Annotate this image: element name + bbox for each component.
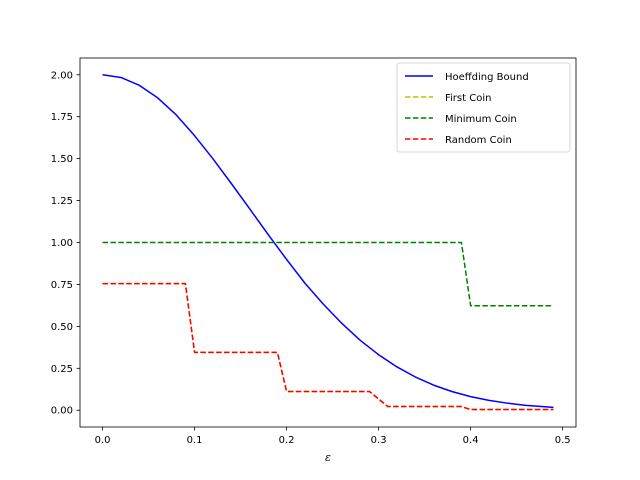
y-tick-label: 0.25: [51, 364, 73, 375]
legend-label: Minimum Coin: [445, 114, 517, 125]
x-tick-label: 0.2: [279, 435, 295, 446]
y-tick-label: 1.75: [51, 112, 73, 123]
x-tick-label: 0.4: [463, 435, 479, 446]
y-tick-label: 1.00: [51, 238, 73, 249]
x-axis-label: ε: [325, 451, 331, 464]
y-tick-label: 2.00: [51, 70, 73, 81]
x-axis: 0.0 0.1 0.2 0.3 0.4 0.5: [95, 427, 571, 446]
series-layer: [102, 74, 554, 411]
legend-box: [396, 62, 571, 153]
y-tick-label: 1.25: [51, 196, 73, 207]
x-tick-label: 0.5: [555, 435, 571, 446]
series-line-hoeffding-bound: [102, 74, 554, 409]
y-axis: 0.00 0.25 0.50 0.75 1.00 1.25 1.50 1.75 2.00: [51, 70, 80, 417]
legend-label: Hoeffding Bound: [445, 72, 529, 83]
x-tick-label: 0.0: [95, 435, 111, 446]
legend-label: Random Coin: [445, 135, 512, 146]
y-tick-label: 1.50: [51, 154, 73, 165]
y-tick-label: 0.00: [51, 406, 73, 417]
y-tick-label: 0.50: [51, 322, 73, 333]
y-tick-label: 0.75: [51, 280, 73, 291]
legend: Hoeffding Bound First Coin Minimum Coin Ran…: [396, 62, 571, 153]
series-line-minimum-coin: [102, 241, 554, 307]
series-line-first-coin: [102, 282, 554, 411]
x-tick-label: 0.3: [371, 435, 387, 446]
x-tick-label: 0.1: [187, 435, 203, 446]
series-line-random-coin: [102, 282, 554, 411]
legend-label: First Coin: [445, 93, 491, 104]
